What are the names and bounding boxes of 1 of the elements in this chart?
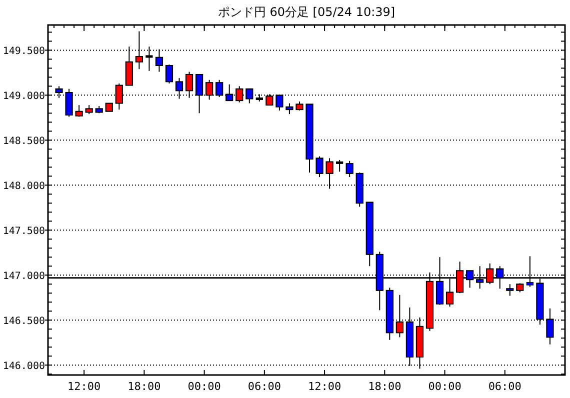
title: ポンド円 60分足 [05/24 10:39] — [218, 5, 396, 19]
